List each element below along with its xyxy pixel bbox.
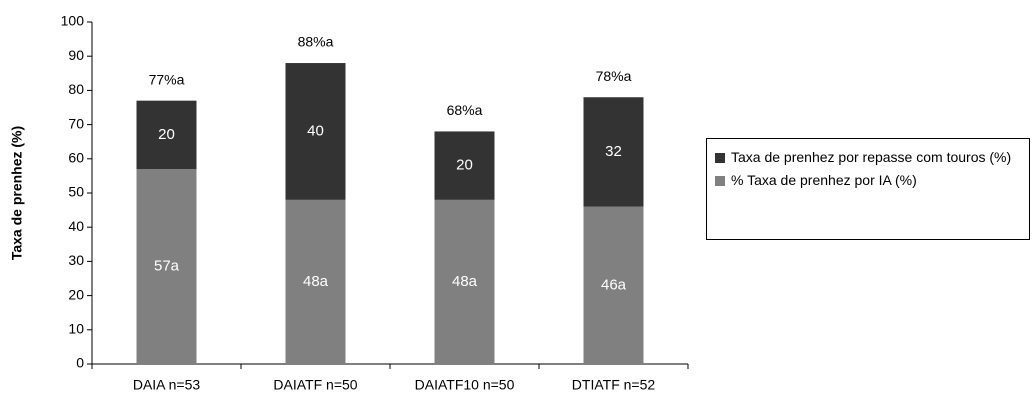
x-tick-label: DTIATF n=52 [572,377,656,393]
legend-item: Taxa de prenhez por repasse com touros (… [713,149,1023,166]
x-tick-label: DAIATF10 n=50 [415,377,515,393]
y-tick-label: 40 [68,218,84,234]
x-tick-label: DAIA n=53 [133,377,201,393]
y-tick-label: 70 [68,115,84,131]
bar-segment [434,131,495,200]
y-tick-label: 10 [68,321,84,337]
bar-segment [136,100,197,170]
y-axis-label: Taxa de prenhez (%) [9,126,25,260]
value-label: 20 [456,157,473,174]
x-tick-label: DAIATF n=50 [273,377,357,393]
bar-segment [434,199,495,364]
bar-segment [285,199,346,364]
legend-swatch [715,153,725,163]
chart: Taxa de prenhez (%) 0 10 20 30 40 50 60 70 80 90 1… [9,13,689,393]
y-tick-label: 20 [68,286,84,302]
legend-swatch [715,176,725,186]
bar-segment [285,63,346,200]
y-tick-label: 100 [61,13,85,29]
total-label: 78%a [596,68,632,84]
bar-segment [583,97,644,207]
y-tick-label: 80 [68,81,84,97]
total-label: 68%a [447,102,483,118]
total-label: 88%a [298,34,334,50]
y-tick-label: 0 [76,355,84,371]
value-label: 46a [601,276,627,293]
bar-segment [583,206,644,364]
legend-label: Taxa de prenhez por repasse com touros (… [731,149,1012,165]
value-label: 40 [307,122,324,139]
value-label: 48a [303,273,329,290]
y-tick-label: 50 [68,184,84,200]
total-label: 77%a [149,71,185,87]
legend-item: % Taxa de prenhez por IA (%) [713,172,1023,189]
value-label: 32 [605,143,622,160]
bar-segment [136,169,197,364]
value-label: 57a [154,257,180,274]
y-tick-label: 30 [68,252,84,268]
y-tick-label: 90 [68,47,84,63]
legend-label: % Taxa de prenhez por IA (%) [731,172,917,188]
y-tick-label: 60 [68,150,84,166]
value-label: 48a [452,273,478,290]
legend: Taxa de prenhez por repasse com touros (… [706,138,1030,240]
value-label: 20 [158,126,175,143]
